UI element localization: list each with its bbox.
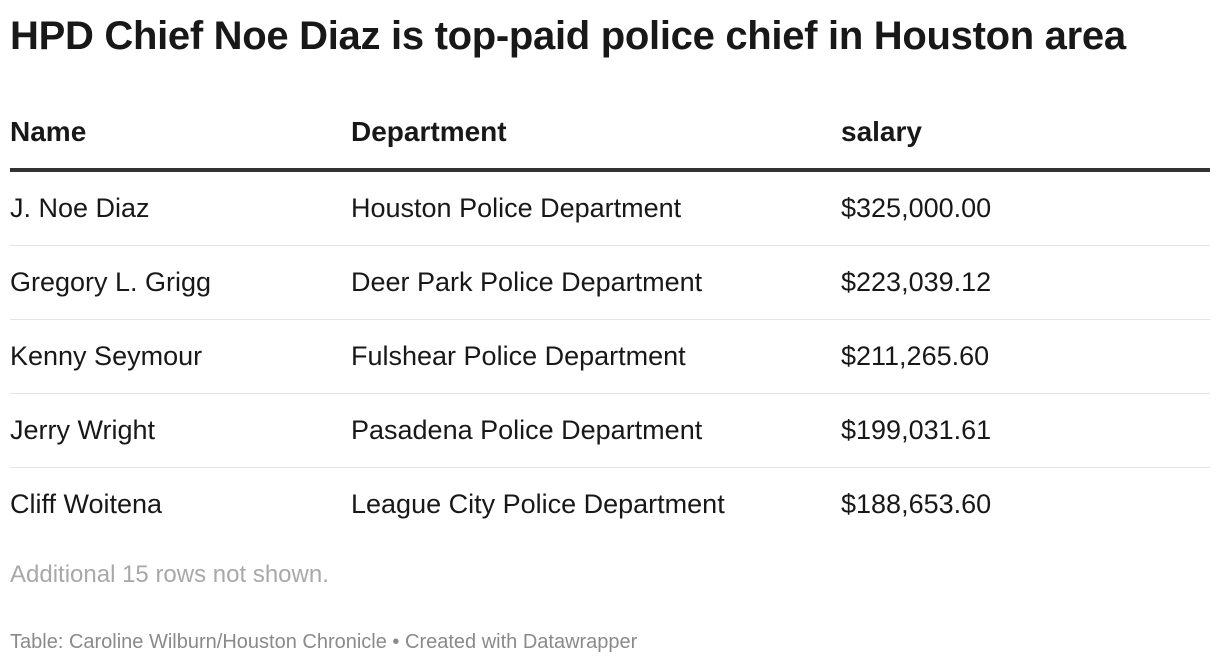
cell-department: Deer Park Police Department — [351, 245, 841, 320]
cell-department: Houston Police Department — [351, 170, 841, 246]
column-header-department[interactable]: Department — [351, 96, 841, 172]
cell-department: Pasadena Police Department — [351, 393, 841, 468]
cell-name: Kenny Seymour — [10, 319, 351, 394]
footer-separator: • — [392, 631, 400, 653]
table-row: Cliff Woitena League City Police Departm… — [10, 468, 1210, 542]
table-row: Jerry Wright Pasadena Police Department … — [10, 393, 1210, 468]
column-header-salary[interactable]: salary — [841, 96, 1210, 172]
datawrapper-credit-link[interactable]: Created with Datawrapper — [405, 631, 638, 653]
source-label: Table: — [10, 631, 64, 653]
table-row: Gregory L. Grigg Deer Park Police Depart… — [10, 245, 1210, 320]
cell-salary: $211,265.60 — [841, 319, 1210, 394]
table-row: Kenny Seymour Fulshear Police Department… — [10, 319, 1210, 394]
cell-salary: $325,000.00 — [841, 170, 1210, 246]
data-table: Name Department salary J. Noe Diaz Houst… — [10, 96, 1210, 541]
cell-department: League City Police Department — [351, 489, 725, 519]
cell-salary: $199,031.61 — [841, 393, 1210, 468]
cell-salary: $188,653.60 — [841, 489, 992, 519]
table-row: J. Noe Diaz Houston Police Department $3… — [10, 170, 1210, 246]
source-name[interactable]: Caroline Wilburn/Houston Chronicle — [68, 631, 387, 653]
cell-name: J. Noe Diaz — [10, 170, 351, 246]
cell-name: Gregory L. Grigg — [10, 245, 351, 320]
chart-title: HPD Chief Noe Diaz is top-paid police ch… — [10, 14, 1126, 58]
cell-name: Jerry Wright — [10, 393, 351, 468]
rows-not-shown-note: Additional 15 rows not shown. — [10, 561, 329, 588]
column-header-name[interactable]: Name — [10, 96, 351, 172]
cell-salary: $223,039.12 — [841, 245, 1210, 320]
cell-department: Fulshear Police Department — [351, 319, 841, 394]
source-footer: Table: Caroline Wilburn/Houston Chronicl… — [10, 630, 637, 654]
cell-name: Cliff Woitena — [10, 489, 163, 519]
table-header-row: Name Department salary — [10, 96, 1210, 172]
